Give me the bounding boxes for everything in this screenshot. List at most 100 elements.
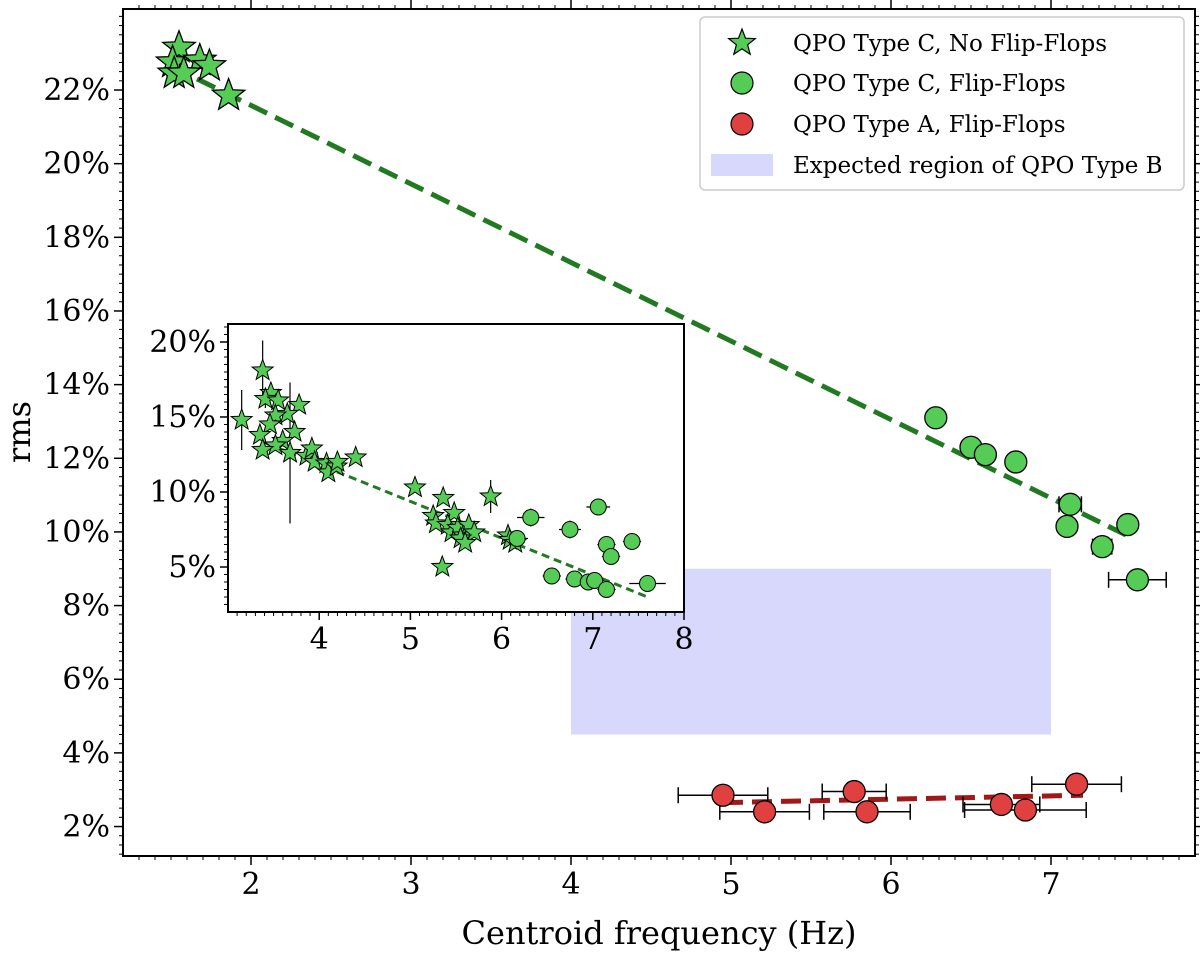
inset-star-2 — [253, 386, 278, 410]
type-c-noflipflop-star-0 — [161, 28, 197, 63]
type-a-point-0 — [711, 783, 735, 807]
fit-line-type-a — [722, 792, 1084, 806]
inset-circle-5 — [623, 533, 641, 550]
inset-star-28 — [424, 511, 448, 534]
inset-star-40 — [430, 554, 455, 578]
inset-circle-0 — [522, 509, 540, 526]
inset-star-5 — [275, 401, 300, 425]
inset-star-10 — [248, 422, 272, 446]
legend-star-icon — [727, 27, 757, 56]
inset-plot-area — [229, 340, 666, 599]
legend-label: Expected region of QPO Type B — [793, 153, 1163, 179]
inset-y-tick-label: 10% — [149, 475, 216, 510]
y-tick-label: 4% — [62, 736, 110, 771]
inset-star-7 — [229, 407, 254, 431]
type-c-noflipflop-star-5 — [165, 54, 202, 89]
x-tick-label: 4 — [561, 867, 580, 902]
y-tick-label: 22% — [43, 73, 110, 108]
inset-background — [228, 324, 684, 612]
inset-circle-11 — [597, 581, 615, 598]
inset-star-6 — [263, 403, 288, 426]
y-tick-label: 6% — [62, 662, 110, 697]
type-c-flipflop-point-0 — [924, 406, 948, 430]
inset-circle-7 — [543, 567, 561, 585]
type-c-flipflop-point-4 — [1058, 492, 1082, 516]
inset-star-8 — [258, 412, 282, 435]
type-a-point-3 — [855, 800, 879, 824]
y-tick-label: 12% — [43, 441, 110, 476]
x-tick-label: 3 — [401, 867, 420, 902]
inset-star-22 — [343, 445, 368, 468]
inset-star-27 — [442, 500, 466, 524]
inset-circle-12 — [639, 575, 657, 592]
y-axis-title: rms — [0, 401, 38, 463]
legend-items: QPO Type C, No Flip-Flops QPO Type C, Fli… — [711, 27, 1163, 179]
inset-y-tick-label: 20% — [149, 325, 216, 360]
type-c-noflipflop-star-6 — [210, 76, 247, 111]
inset-star-14 — [278, 440, 302, 464]
x-tick-label: 6 — [881, 867, 900, 902]
y-tick-label: 14% — [43, 368, 110, 403]
x-tick-label: 5 — [721, 867, 740, 902]
inset-circle-3 — [508, 530, 526, 547]
type-a-point-2 — [842, 779, 866, 804]
inset-star-36 — [453, 530, 477, 554]
legend-frame — [699, 16, 1185, 191]
inset-star-25 — [478, 484, 503, 507]
inset-circle-1 — [561, 521, 579, 538]
inset-circle-10 — [586, 572, 604, 589]
legend-green-circle-icon — [730, 71, 754, 95]
inset-star-3 — [266, 388, 290, 411]
y-tick-label: 10% — [43, 515, 110, 550]
inset-circle-6 — [602, 548, 620, 565]
inset-star-16 — [300, 436, 324, 459]
inset-star-9 — [282, 419, 307, 443]
x-tick-label: 2 — [241, 867, 260, 902]
type-c-flipflop-point-6 — [1116, 512, 1140, 537]
inset-star-21 — [325, 449, 350, 473]
type-a-point-6 — [1064, 772, 1089, 796]
inset-circle-2 — [589, 498, 607, 516]
inset-axis-ticks: 4 5 6 7 8 5% 10% 15% 20% — [149, 325, 693, 657]
legend-red-circle-icon — [730, 112, 754, 136]
type-c-flipflop-point-8 — [1125, 568, 1150, 592]
fit-line-type-c — [169, 63, 1133, 540]
inset-y-tick-label: 15% — [149, 400, 216, 435]
inset-star-23 — [403, 475, 427, 498]
inset-x-tick-label: 6 — [492, 622, 511, 657]
type-c-flipflop-point-7 — [1090, 535, 1114, 559]
y-tick-label: 16% — [43, 294, 110, 329]
type-a-point-5 — [1013, 798, 1038, 822]
inset-star-24 — [431, 485, 456, 509]
x-tick-label: 7 — [1041, 867, 1060, 902]
legend: QPO Type C, No Flip-Flops QPO Type C, Fli… — [699, 16, 1185, 191]
y-tick-label: 2% — [62, 810, 110, 845]
legend-label: QPO Type C, No Flip-Flops — [793, 31, 1107, 57]
y-tick-label: 8% — [62, 589, 110, 624]
inset-x-tick-label: 8 — [674, 622, 693, 657]
legend-label: QPO Type C, Flip-Flops — [793, 71, 1066, 97]
type-a-point-1 — [752, 800, 777, 824]
x-axis-title: Centroid frequency (Hz) — [462, 914, 857, 952]
type-c-noflipflop-star-3 — [191, 47, 228, 82]
inset-x-tick-label: 4 — [310, 622, 329, 657]
inset-star-4 — [287, 392, 311, 416]
type-a-point-4 — [989, 792, 1014, 817]
type-c-flipflop-point-2 — [973, 442, 998, 467]
inset-star-34 — [462, 520, 487, 543]
inset-star-12 — [263, 433, 288, 456]
inset-star-13 — [250, 437, 275, 461]
y-tick-label: 18% — [43, 220, 110, 255]
inset-star-0 — [250, 358, 275, 381]
legend-region-patch — [711, 154, 773, 176]
inset-y-tick-label: 5% — [168, 550, 216, 585]
inset-star-17 — [302, 449, 327, 473]
main-plot-area — [154, 28, 1167, 824]
y-tick-label: 20% — [43, 147, 110, 182]
type-c-flipflop-point-5 — [1055, 514, 1079, 539]
main-axes-frame — [122, 8, 1196, 857]
inset-x-tick-label: 5 — [401, 622, 420, 657]
main-axis-ticks: 2 3 4 5 6 7 2% 4% 6% 8% 10% 12% 14% 16% 18% 20% 22% — [43, 0, 1200, 902]
legend-label: QPO Type A, Flip-Flops — [793, 112, 1066, 138]
